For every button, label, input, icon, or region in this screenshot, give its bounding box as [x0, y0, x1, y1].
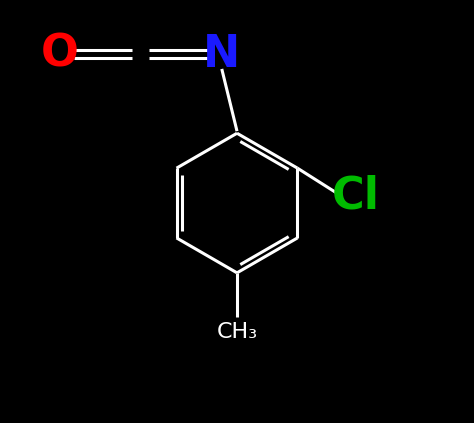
Text: Cl: Cl [332, 174, 380, 217]
Text: O: O [41, 33, 79, 76]
Text: N: N [203, 33, 240, 76]
Text: CH₃: CH₃ [217, 322, 257, 342]
